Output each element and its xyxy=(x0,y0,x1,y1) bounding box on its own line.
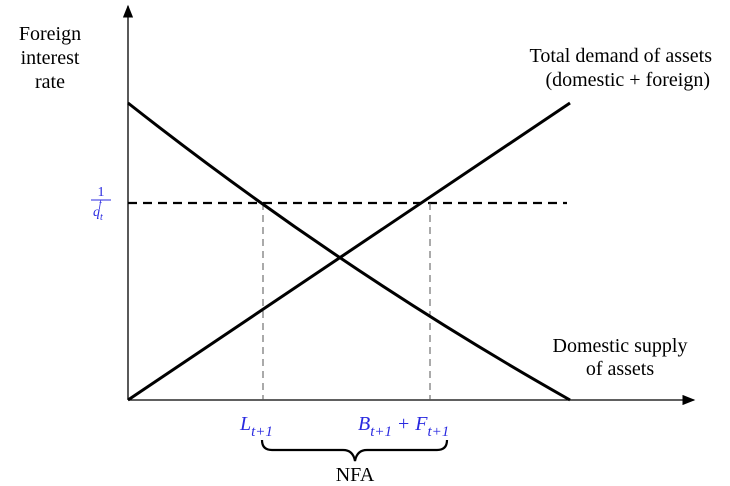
rate-sub: t xyxy=(100,212,103,223)
y-axis-label: Foreign xyxy=(19,23,81,45)
lower-base: L xyxy=(239,413,251,435)
rate-sup: f xyxy=(99,199,103,210)
y-axis-label: interest xyxy=(21,47,80,69)
lower-label: Lt+1 xyxy=(239,413,273,440)
supply-label: of assets xyxy=(586,358,655,380)
demand-label: Total demand of assets xyxy=(530,45,713,67)
upper-base: B xyxy=(358,413,370,435)
supply-label: Domestic supply xyxy=(553,335,688,357)
rate-base: q xyxy=(93,205,100,220)
y-axis-label: rate xyxy=(35,71,65,93)
rate-denominator: qtf xyxy=(93,199,103,223)
upper-label: Bt+1 + Ft+1 xyxy=(358,413,449,440)
demand-label: (domestic + foreign) xyxy=(545,69,710,91)
bracket xyxy=(260,439,449,462)
bracket-label: NFA xyxy=(336,464,375,486)
upper-sub: t+1 xyxy=(428,424,450,440)
upper-sub: t+1 xyxy=(370,424,392,440)
supply-curve xyxy=(127,101,571,402)
rate-numerator: 1 xyxy=(98,185,105,200)
demand-curve xyxy=(127,101,571,402)
lower-sub: t+1 xyxy=(251,424,273,440)
upper-base: F xyxy=(414,413,428,435)
upper-operator: + xyxy=(398,413,409,435)
